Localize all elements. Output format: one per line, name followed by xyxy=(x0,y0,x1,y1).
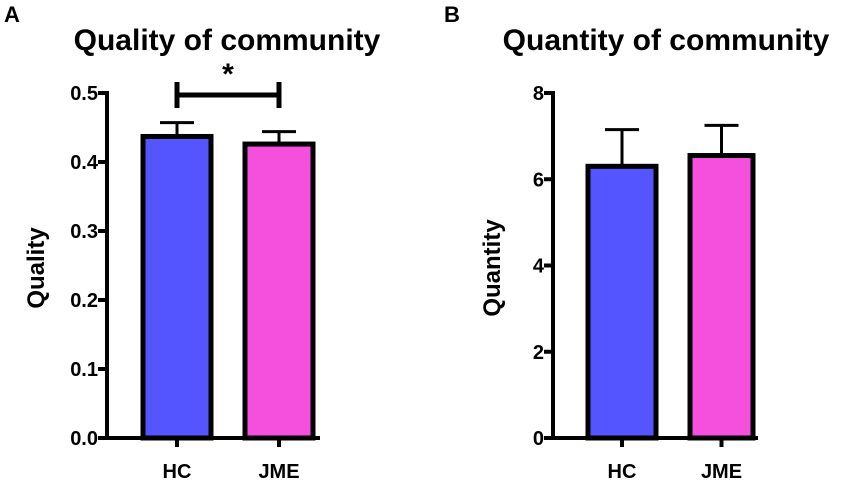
panel-a-y-tick-label: 0.0 xyxy=(70,428,98,450)
panel-b-title: Quantity of community xyxy=(503,24,830,57)
panel-a-y-tick-label: 0.4 xyxy=(70,152,99,174)
panel-b-y-tick-label: 0 xyxy=(533,428,544,450)
panel-a-bar-jme xyxy=(242,141,316,441)
panel-a-y-tick-label: 0.1 xyxy=(70,359,98,381)
panel-a-x-tick-label-jme: JME xyxy=(258,461,299,483)
panel-a-y-tick-label: 0.5 xyxy=(70,83,98,105)
panel-a-y-axis-label: Quality xyxy=(23,227,50,309)
panel-b-quantity-chart: B Quantity of community Quantity HC JME 0 2… xyxy=(444,2,830,483)
panel-b-y-axis-label: Quantity xyxy=(479,219,506,317)
panel-a-y-tick-label: 0.3 xyxy=(70,221,98,243)
panel-b-x-tick-label-jme: JME xyxy=(701,461,742,483)
panel-a-x-tick-label-hc: HC xyxy=(163,461,192,483)
panel-b-letter: B xyxy=(444,2,460,27)
panel-b-bar-hc xyxy=(585,163,659,441)
panel-b-y-tick-label: 2 xyxy=(533,342,544,364)
panel-b-bar-jme xyxy=(687,153,756,441)
panel-a-letter: A xyxy=(4,2,20,27)
panel-b-y-tick-label: 6 xyxy=(533,169,544,191)
panel-b-y-tick-label: 8 xyxy=(533,83,544,105)
panel-a-bar-hc xyxy=(140,133,214,441)
panel-a-y-tick-label: 0.2 xyxy=(70,290,98,312)
panel-b-y-tick-label: 4 xyxy=(533,256,545,278)
panel-a-quality-chart: A Quality of community Quality HC JME 0.0 0… xyxy=(4,2,381,483)
panel-b-x-tick-label-hc: HC xyxy=(608,461,637,483)
panel-a-title: Quality of community xyxy=(74,24,381,57)
panel-a-significance-star: * xyxy=(222,58,234,91)
